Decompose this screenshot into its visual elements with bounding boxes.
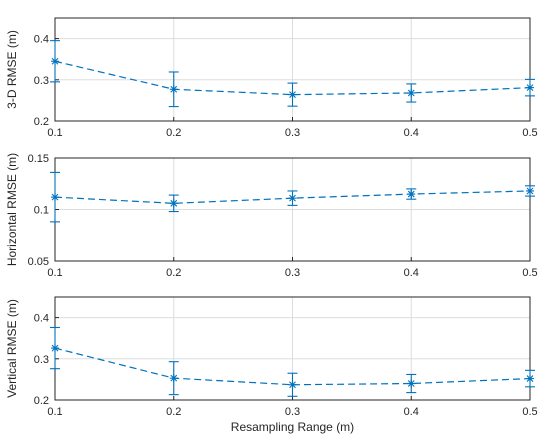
data-point-1-5 — [526, 83, 534, 92]
x-tick-label-2-5: 0.5 — [522, 267, 537, 279]
y-tick-label-2-3: 0.15 — [28, 153, 49, 165]
x-axis-label-3: Resampling Range (m) — [231, 420, 354, 434]
chart-panel-1: 0.1 0.2 0.3 0.4 0.50.20.30.43-D RMSE (m) — [5, 17, 538, 139]
x-tick-label-3-3: 0.3 — [285, 406, 300, 418]
x-tick-label-2-4: 0.4 — [404, 267, 419, 279]
series-line-3-1 — [54, 347, 531, 386]
y-axis-label-3: Vertical RMSE (m) — [5, 299, 19, 398]
data-point-3-2 — [169, 374, 178, 383]
data-point-2-5 — [526, 186, 534, 195]
data-point-2-1 — [51, 193, 59, 202]
x-tick-label-3-1: 0.1 — [47, 406, 62, 418]
data-point-1-2 — [169, 85, 178, 94]
y-tick-label-3-1: 0.2 — [34, 395, 49, 407]
data-point-2-4 — [407, 190, 416, 199]
y-tick-label-1-1: 0.2 — [34, 116, 49, 128]
data-point-3-5 — [526, 374, 534, 383]
data-point-1-4 — [407, 88, 416, 97]
data-point-1-1 — [51, 57, 59, 66]
data-point-2-3 — [288, 194, 297, 203]
data-point-3-4 — [407, 379, 416, 388]
data-point-2-2 — [169, 199, 178, 208]
x-tick-label-2-2: 0.2 — [166, 267, 181, 279]
x-tick-label-1-4: 0.4 — [404, 127, 419, 139]
data-point-1-3 — [288, 90, 297, 99]
y-axis-label-2: Horizontal RMSE (m) — [5, 153, 19, 266]
x-tick-label-1-3: 0.3 — [285, 127, 300, 139]
y-tick-label-1-2: 0.3 — [34, 75, 49, 87]
y-tick-label-2-1: 0.05 — [28, 256, 49, 268]
x-tick-label-1-1: 0.1 — [47, 127, 62, 139]
x-tick-label-3-2: 0.2 — [166, 406, 181, 418]
x-tick-label-3-5: 0.5 — [522, 406, 537, 418]
data-point-3-1 — [51, 344, 59, 353]
y-tick-label-3-2: 0.3 — [34, 354, 49, 366]
y-tick-label-2-2: 0.1 — [34, 205, 49, 217]
x-tick-label-2-1: 0.1 — [47, 267, 62, 279]
y-tick-label-3-3: 0.4 — [34, 313, 49, 325]
x-tick-label-1-5: 0.5 — [522, 127, 537, 139]
x-tick-label-1-2: 0.2 — [166, 127, 181, 139]
x-tick-label-2-3: 0.3 — [285, 267, 300, 279]
data-point-3-3 — [288, 380, 297, 389]
y-axis-label-1: 3-D RMSE (m) — [5, 30, 19, 109]
y-tick-label-1-3: 0.4 — [34, 34, 49, 46]
x-tick-label-3-4: 0.4 — [404, 406, 419, 418]
series-line-1-1 — [54, 60, 531, 96]
